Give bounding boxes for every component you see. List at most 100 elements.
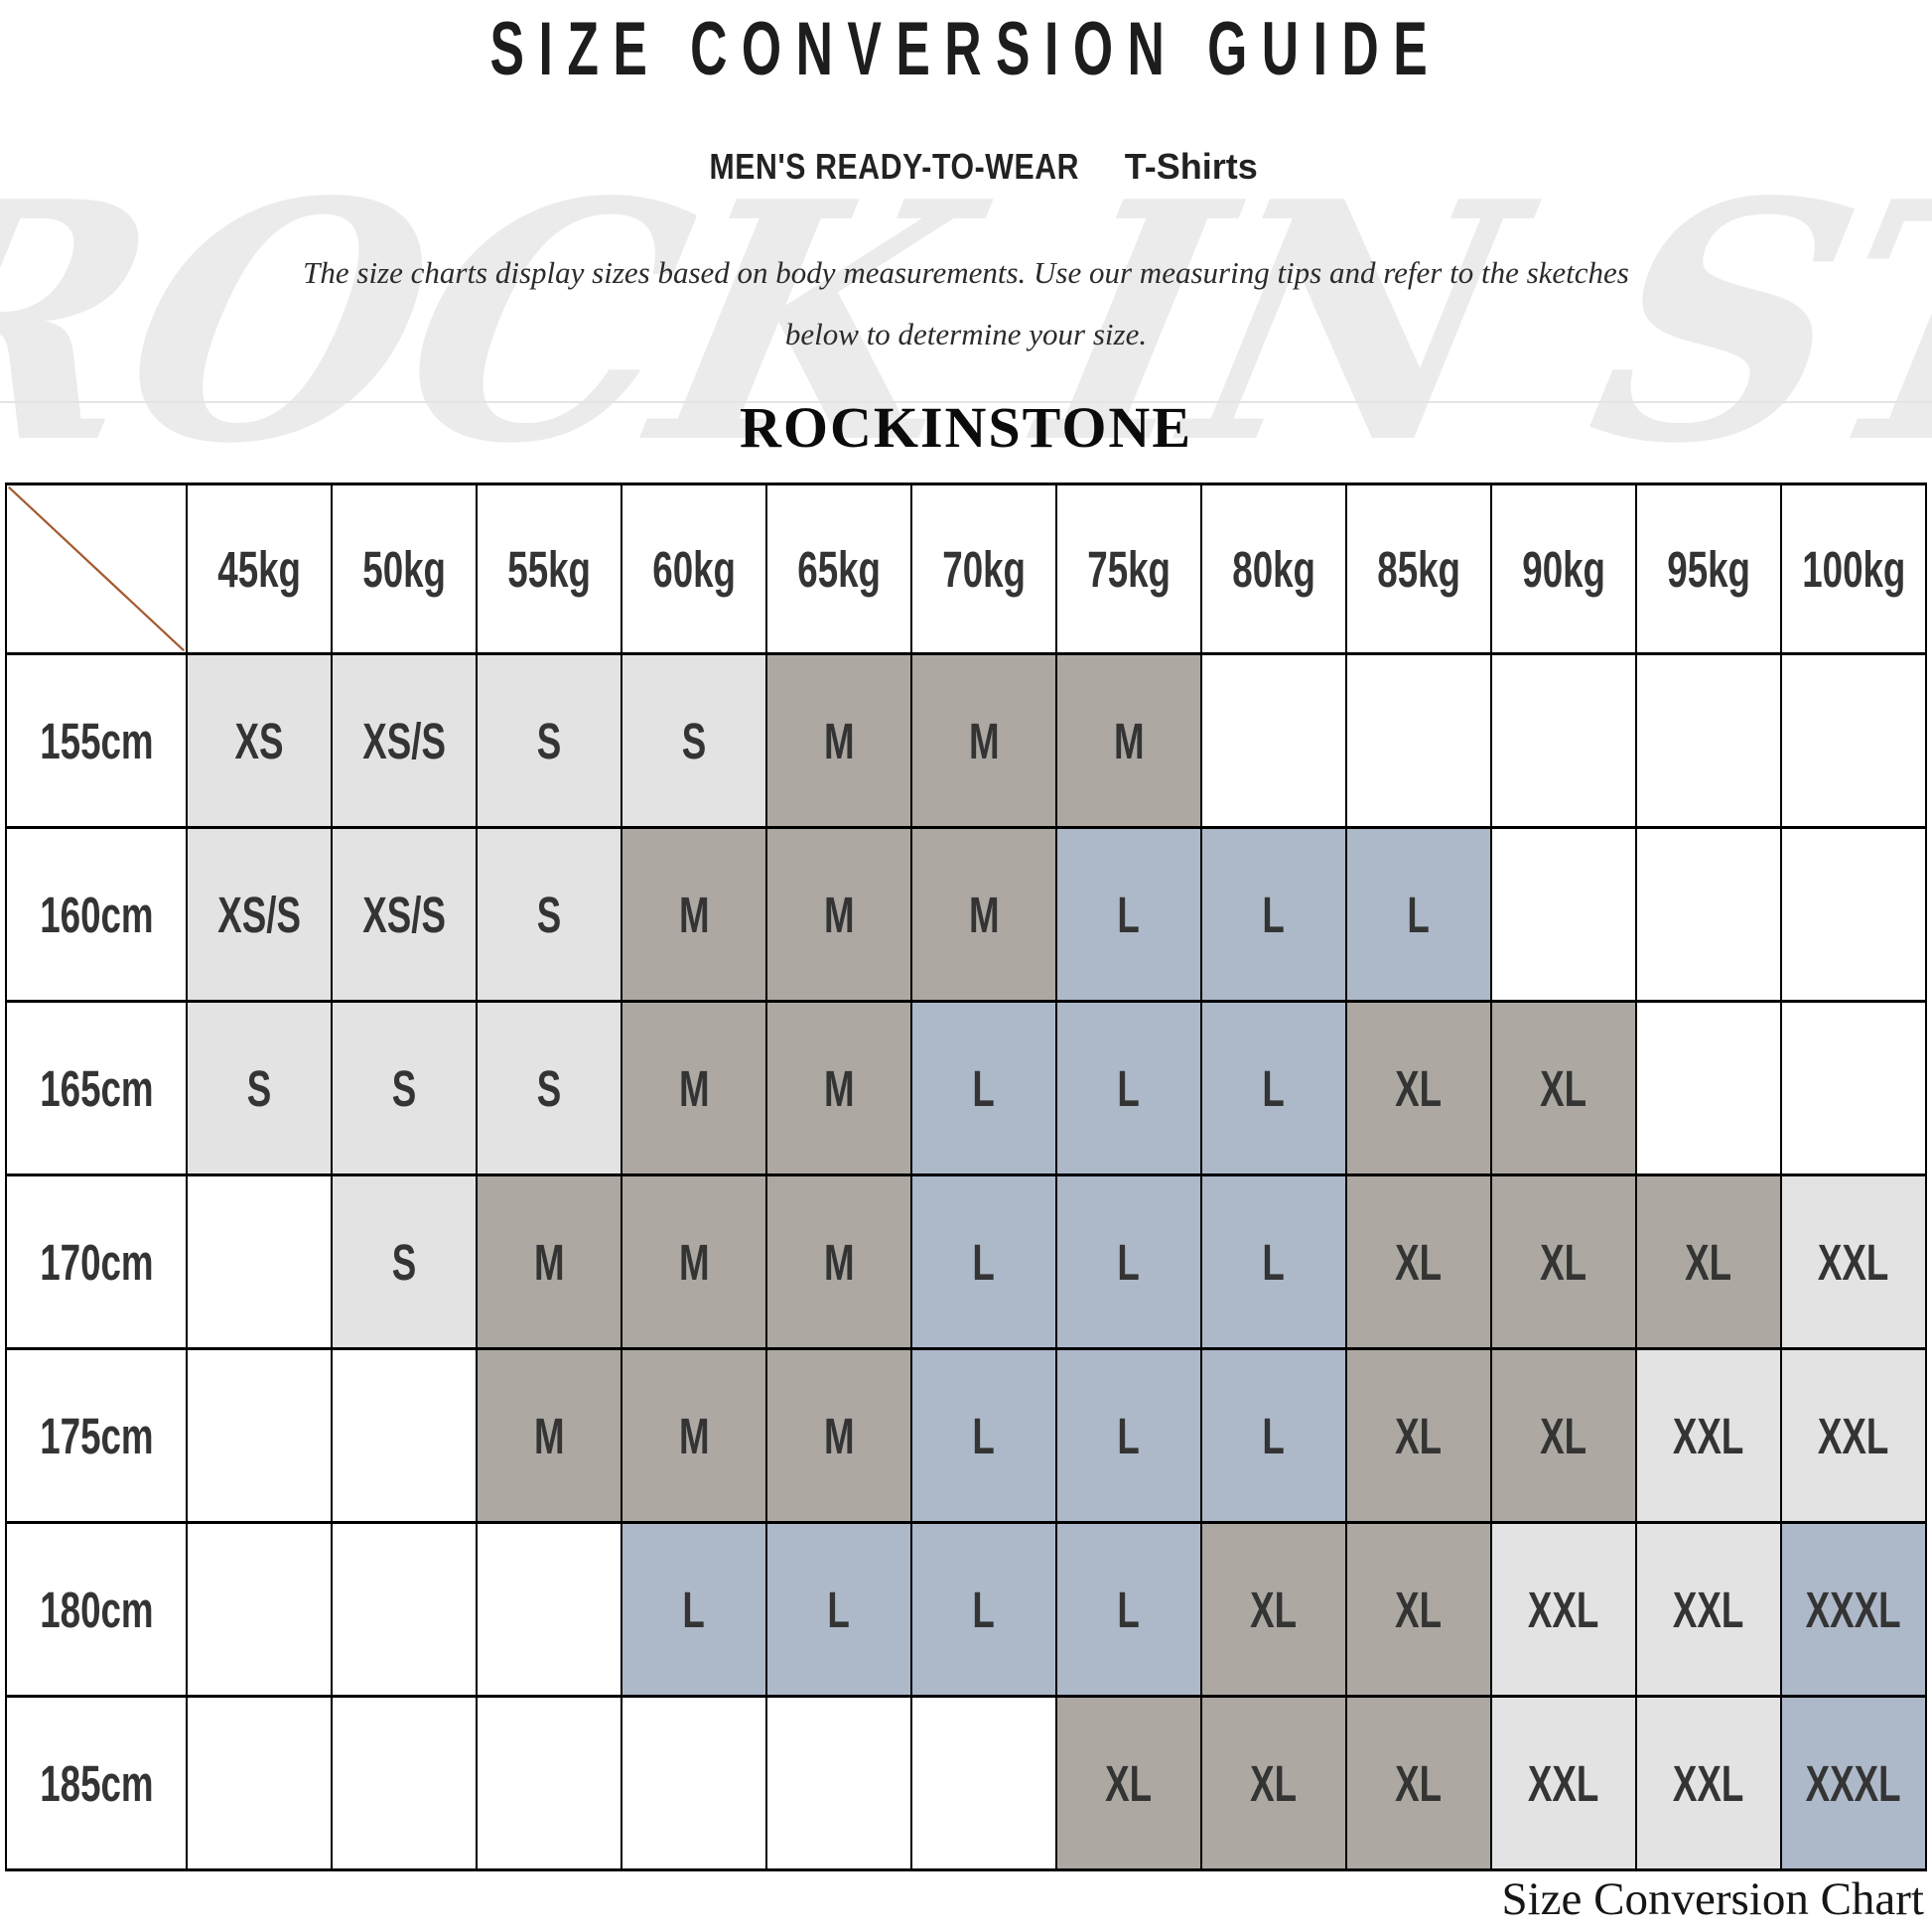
size-cell-label: L — [1117, 1233, 1141, 1291]
empty-cell — [186, 1695, 333, 1871]
size-cell: L — [910, 1347, 1057, 1524]
size-cell-label: XL — [1395, 1407, 1443, 1464]
size-cell: M — [476, 1173, 622, 1350]
height-header: 155cm — [5, 652, 188, 829]
divider-line — [0, 401, 1932, 403]
size-cell: L — [765, 1521, 912, 1698]
weight-header: 100kg — [1780, 483, 1927, 655]
size-cell: S — [331, 1173, 478, 1350]
size-cell: S — [331, 1000, 478, 1176]
size-cell: L — [1055, 1521, 1202, 1698]
weight-header: 65kg — [765, 483, 912, 655]
size-cell: XXL — [1635, 1521, 1782, 1698]
size-cell: XL — [1635, 1173, 1782, 1350]
size-cell-label: XXL — [1818, 1233, 1889, 1291]
size-cell-label: XS/S — [217, 886, 301, 943]
size-cell: M — [765, 826, 912, 1003]
size-cell-label: L — [1117, 886, 1141, 943]
empty-cell — [476, 1521, 622, 1698]
diagonal-line-icon — [7, 485, 186, 652]
size-cell-label: XL — [1540, 1407, 1587, 1464]
size-cell: L — [1200, 826, 1347, 1003]
size-cell-label: S — [536, 712, 562, 769]
empty-cell — [1780, 826, 1927, 1003]
brand-name: ROCKINSTONE — [739, 395, 1193, 460]
weight-header-label: 45kg — [217, 540, 301, 598]
size-cell-label: L — [972, 1407, 996, 1464]
size-cell: XL — [1345, 1000, 1492, 1176]
size-cell-label: S — [536, 1059, 562, 1117]
empty-cell — [1635, 1000, 1782, 1176]
size-cell-label: L — [1117, 1407, 1141, 1464]
empty-cell — [1200, 652, 1347, 829]
corner-cell — [5, 483, 188, 655]
size-cell-label: XL — [1250, 1754, 1298, 1812]
height-header: 165cm — [5, 1000, 188, 1176]
size-cell: XXL — [1780, 1173, 1927, 1350]
size-cell-label: XL — [1395, 1059, 1443, 1117]
weight-header-label: 75kg — [1087, 540, 1171, 598]
size-cell-label: L — [827, 1581, 851, 1638]
size-cell-label: XL — [1395, 1233, 1443, 1291]
size-cell-label: M — [823, 712, 855, 769]
height-header-label: 180cm — [39, 1581, 154, 1638]
size-cell: XS/S — [331, 652, 478, 829]
empty-cell — [331, 1347, 478, 1524]
size-cell-label: L — [1262, 886, 1286, 943]
table-header-row: 45kg 50kg 55kg 60kg 65kg 70kg 75kg 80kg 85kg 90kg… — [5, 483, 1927, 655]
size-cell: XXL — [1490, 1695, 1637, 1871]
size-cell-label: S — [391, 1059, 417, 1117]
size-cell: XXL — [1490, 1521, 1637, 1698]
weight-header-label: 65kg — [797, 540, 881, 598]
size-cell: XL — [1345, 1347, 1492, 1524]
size-cell: L — [1200, 1000, 1347, 1176]
description-line-1: The size charts display sizes based on b… — [303, 255, 1629, 290]
table-row: 165cm S S S M M L L L XL XL — [5, 1000, 1927, 1176]
size-cell-label: M — [678, 1059, 710, 1117]
size-cell-label: XXL — [1673, 1407, 1744, 1464]
size-cell-label: XS/S — [362, 712, 446, 769]
size-cell-label: XXXL — [1806, 1754, 1901, 1812]
weight-header-label: 85kg — [1377, 540, 1460, 598]
size-cell-label: M — [968, 712, 1000, 769]
size-cell: L — [1055, 1173, 1202, 1350]
size-cell: XXXL — [1780, 1695, 1927, 1871]
size-cell: XS/S — [331, 826, 478, 1003]
empty-cell — [331, 1521, 478, 1698]
table-row: 185cm XL XL XL XXL XXL XXXL — [5, 1695, 1927, 1871]
height-header-label: 160cm — [39, 886, 154, 943]
size-cell-label: M — [678, 886, 710, 943]
size-cell-label: L — [1262, 1059, 1286, 1117]
size-cell-label: L — [972, 1581, 996, 1638]
empty-cell — [765, 1695, 912, 1871]
size-cell-label: XXL — [1673, 1581, 1744, 1638]
size-cell-label: XL — [1540, 1059, 1587, 1117]
page-title: SIZE CONVERSION GUIDE — [0, 10, 1932, 89]
size-cell: S — [476, 652, 622, 829]
weight-header: 75kg — [1055, 483, 1202, 655]
size-conversion-table: 45kg 50kg 55kg 60kg 65kg 70kg 75kg 80kg 85kg 90kg… — [5, 483, 1927, 1871]
size-cell: XL — [1345, 1521, 1492, 1698]
weight-header-label: 90kg — [1522, 540, 1605, 598]
size-cell: XL — [1200, 1695, 1347, 1871]
size-cell: M — [621, 1173, 767, 1350]
size-cell: XL — [1490, 1347, 1637, 1524]
table-row: 155cm XS XS/S S S M M M — [5, 652, 1927, 829]
size-cell-label: M — [533, 1407, 565, 1464]
size-cell-label: L — [1117, 1581, 1141, 1638]
size-cell: XS — [186, 652, 333, 829]
size-cell: M — [621, 1347, 767, 1524]
size-cell: M — [910, 652, 1057, 829]
size-cell-label: M — [678, 1407, 710, 1464]
empty-cell — [331, 1695, 478, 1871]
size-cell-label: XXL — [1818, 1407, 1889, 1464]
size-cell: L — [1200, 1347, 1347, 1524]
size-cell: XL — [1055, 1695, 1202, 1871]
empty-cell — [910, 1695, 1057, 1871]
weight-header-label: 55kg — [507, 540, 591, 598]
size-cell-label: XXL — [1528, 1754, 1599, 1812]
empty-cell — [1780, 652, 1927, 829]
size-cell: XXL — [1635, 1695, 1782, 1871]
size-cell: M — [476, 1347, 622, 1524]
weight-header: 95kg — [1635, 483, 1782, 655]
